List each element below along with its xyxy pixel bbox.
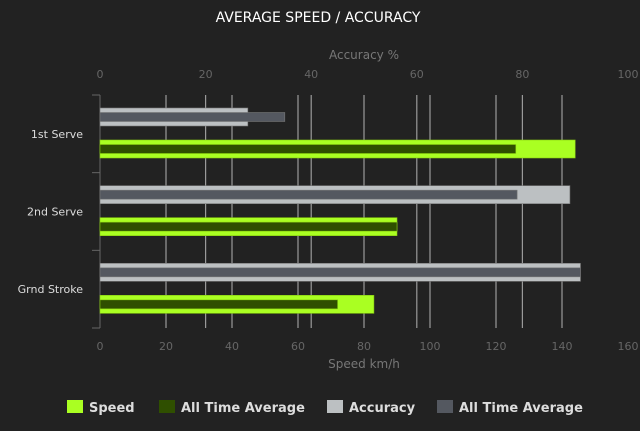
speed-average-bar (99, 221, 398, 232)
accuracy-average-bar (99, 189, 518, 200)
speed-tick-label: 40 (225, 340, 239, 353)
legend-label: Accuracy (349, 401, 416, 416)
speed-tick-label: 80 (357, 340, 371, 353)
category-label: 1st Serve (31, 128, 83, 141)
speed-axis-label: Speed km/h (328, 357, 400, 371)
accuracy-axis-label: Accuracy % (329, 48, 399, 62)
category-label: Grnd Stroke (18, 283, 84, 296)
legend-swatch (327, 400, 343, 413)
legend-label: All Time Average (459, 401, 583, 416)
accuracy-tick-label: 0 (97, 68, 104, 81)
speed-tick-label: 100 (420, 340, 441, 353)
speed-tick-label: 20 (159, 340, 173, 353)
speed-average-bar (99, 144, 517, 154)
legend-swatch (67, 400, 83, 413)
legend-swatch (437, 400, 453, 413)
speed-tick-label: 120 (486, 340, 507, 353)
accuracy-tick-label: 100 (618, 68, 639, 81)
accuracy-tick-label: 40 (304, 68, 318, 81)
accuracy-tick-label: 60 (410, 68, 424, 81)
accuracy-average-bar (99, 267, 581, 278)
accuracy-tick-label: 80 (515, 68, 529, 81)
speed-tick-label: 140 (552, 340, 573, 353)
legend-label: Speed (89, 401, 135, 416)
speed-tick-label: 160 (618, 340, 639, 353)
speed-average-bar (99, 299, 338, 310)
accuracy-average-bar (99, 112, 286, 122)
speed-tick-label: 0 (97, 340, 104, 353)
category-label: 2nd Serve (27, 206, 83, 219)
chart-title: AVERAGE SPEED / ACCURACY (216, 10, 421, 26)
speed-tick-label: 60 (291, 340, 305, 353)
legend-label: All Time Average (181, 401, 305, 416)
legend-swatch (159, 400, 175, 413)
accuracy-tick-label: 20 (199, 68, 213, 81)
